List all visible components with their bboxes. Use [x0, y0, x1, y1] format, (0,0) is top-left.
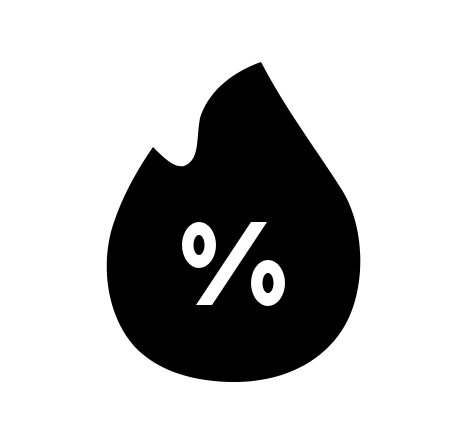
- percent-upper-hole: [193, 235, 205, 255]
- percent-lower-hole: [262, 273, 274, 293]
- flame-icon: [106, 62, 361, 382]
- percent-icon: [182, 222, 285, 306]
- percent-slash: [196, 222, 267, 305]
